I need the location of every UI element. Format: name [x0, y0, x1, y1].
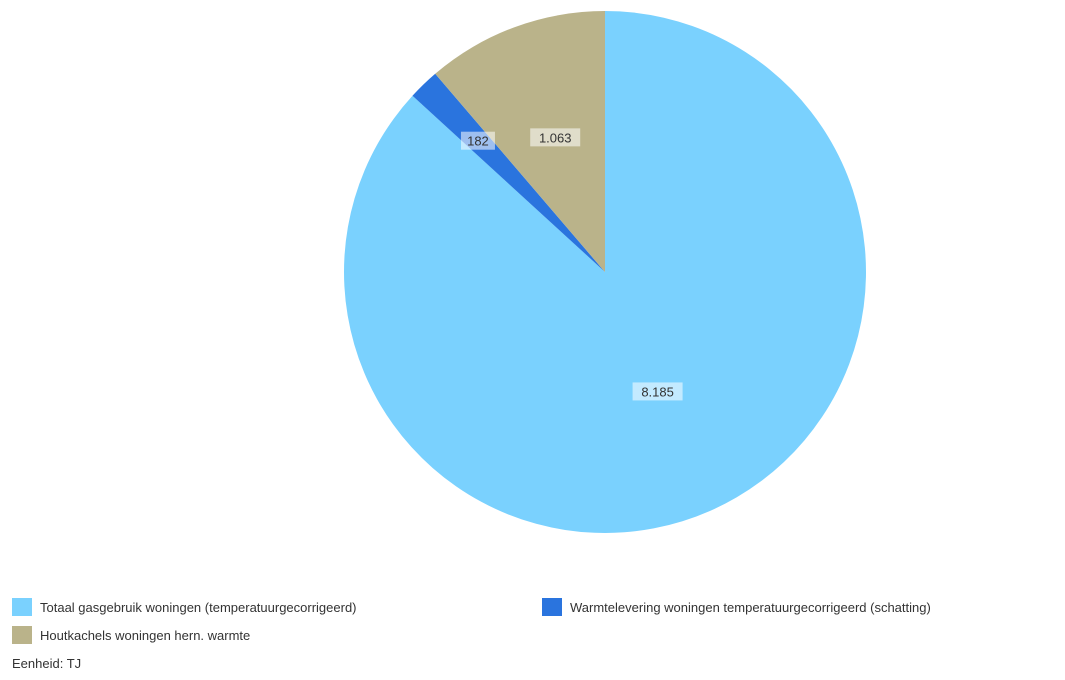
legend-item[interactable]: Warmtelevering woningen temperatuurgecor…: [542, 598, 931, 616]
slice-label: 182: [460, 131, 495, 150]
pie-slice[interactable]: [435, 11, 605, 272]
legend-label: Totaal gasgebruik woningen (temperatuurg…: [40, 599, 357, 615]
legend-swatch: [12, 598, 32, 616]
slice-label: 8.185: [632, 382, 683, 401]
unit-label: Eenheid: TJ: [12, 656, 82, 671]
slice-label-text: 1.063: [539, 130, 572, 145]
legend-label: Houtkachels woningen hern. warmte: [40, 627, 251, 643]
slice-label: 1.063: [530, 128, 581, 147]
pie-chart: 8.185 182 1.063: [344, 11, 866, 533]
slice-label-background: [632, 382, 683, 401]
legend-item[interactable]: Houtkachels woningen hern. warmte: [12, 626, 250, 644]
slice-label-background: [530, 128, 581, 147]
slice-label-background: [460, 131, 495, 150]
pie-chart-svg: 8.185 182 1.063: [344, 11, 866, 533]
slice-label-text: 8.185: [641, 384, 674, 399]
slice-labels: 8.185 182 1.063: [460, 128, 683, 401]
chart-legend: Totaal gasgebruik woningen (temperatuurg…: [12, 598, 1062, 658]
pie-slice[interactable]: [412, 73, 605, 273]
legend-label: Warmtelevering woningen temperatuurgecor…: [570, 599, 931, 615]
slice-label-text: 182: [467, 134, 489, 149]
legend-item[interactable]: Totaal gasgebruik woningen (temperatuurg…: [12, 598, 357, 616]
legend-swatch: [542, 598, 562, 616]
legend-swatch: [12, 626, 32, 644]
